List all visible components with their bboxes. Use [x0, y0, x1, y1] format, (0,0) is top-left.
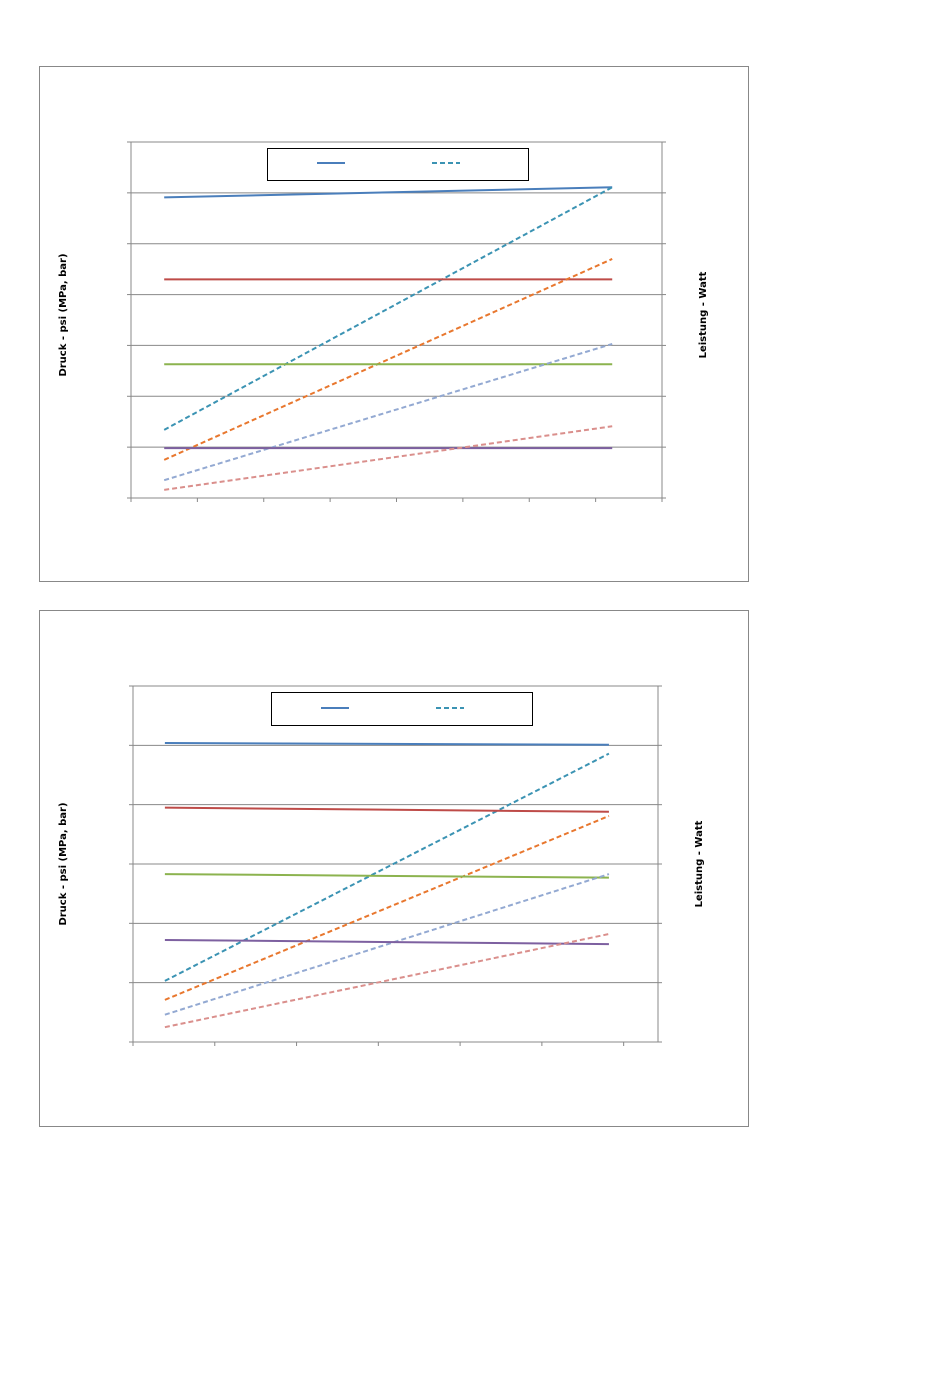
series-line	[163, 342, 613, 482]
series-line	[164, 186, 613, 199]
series-line	[164, 815, 610, 1001]
series-line	[164, 752, 610, 982]
series-line	[164, 741, 609, 746]
series-line	[163, 258, 613, 461]
series-line	[164, 873, 609, 879]
y-axis-label: Druck - psi (MPa, bar)	[58, 253, 69, 376]
chart-frame	[39, 610, 749, 1127]
series-line	[164, 933, 610, 1029]
y-axis-label: Druck - psi (MPa, bar)	[58, 802, 69, 925]
legend	[267, 148, 529, 181]
series-line	[163, 186, 613, 431]
series-line	[164, 806, 609, 813]
series-line	[164, 425, 613, 491]
legend-box	[271, 692, 533, 726]
series-line	[164, 873, 610, 1016]
chart-frame	[39, 66, 749, 582]
legend	[271, 692, 533, 726]
series-line	[164, 938, 609, 946]
y2-axis-label: Leistung - Watt	[698, 271, 709, 358]
legend-box	[267, 148, 529, 181]
y2-axis-label: Leistung - Watt	[694, 820, 705, 907]
